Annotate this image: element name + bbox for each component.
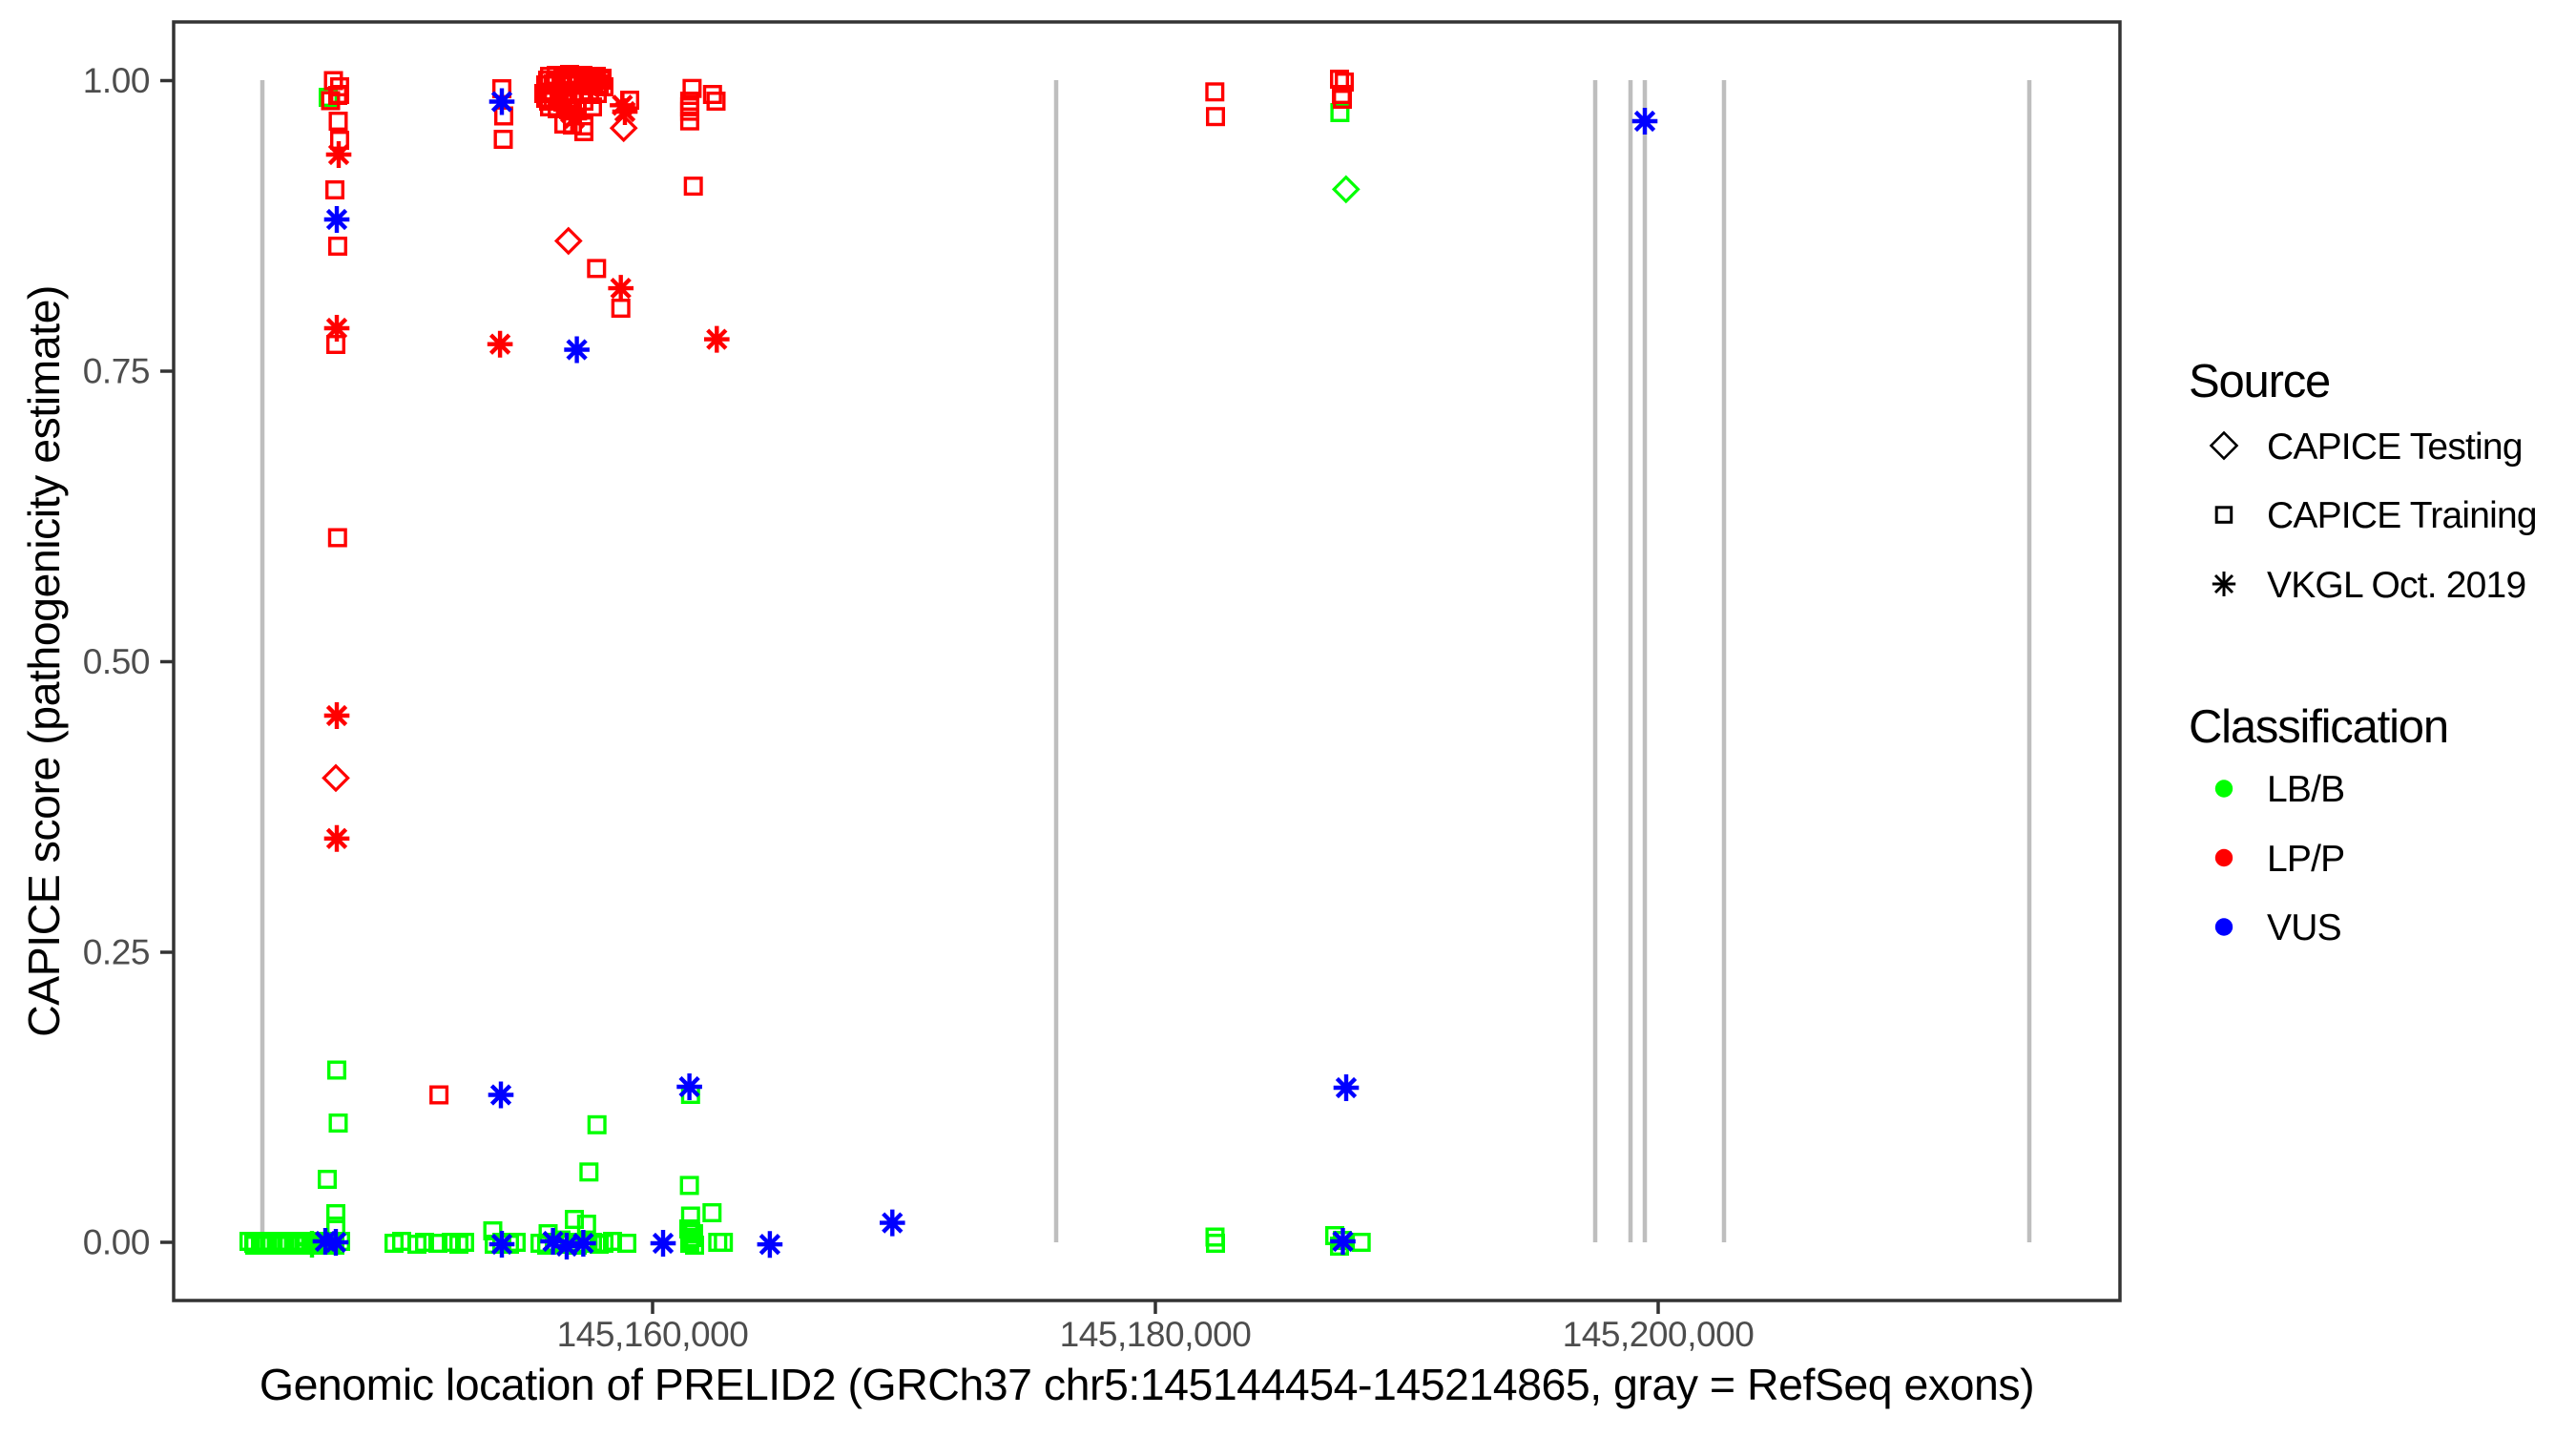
svg-text:145,160,000: 145,160,000 (557, 1315, 749, 1354)
svg-text:Source: Source (2189, 356, 2330, 407)
svg-text:VKGL Oct. 2019: VKGL Oct. 2019 (2267, 565, 2525, 606)
svg-text:0.25: 0.25 (83, 933, 150, 972)
svg-text:145,200,000: 145,200,000 (1563, 1315, 1755, 1354)
svg-text:Genomic location of PRELID2 (G: Genomic location of PRELID2 (GRCh37 chr5… (260, 1360, 2034, 1409)
svg-text:LP/P: LP/P (2267, 839, 2344, 880)
svg-text:Classification: Classification (2189, 701, 2448, 753)
svg-text:0.75: 0.75 (83, 352, 150, 391)
svg-text:CAPICE Training: CAPICE Training (2267, 495, 2537, 536)
svg-text:0.00: 0.00 (83, 1223, 150, 1262)
svg-text:LB/B: LB/B (2267, 769, 2344, 810)
svg-text:145,180,000: 145,180,000 (1060, 1315, 1252, 1354)
svg-text:CAPICE score (pathogenicity es: CAPICE score (pathogenicity estimate) (19, 285, 69, 1037)
svg-text:CAPICE Testing: CAPICE Testing (2267, 427, 2523, 468)
svg-text:0.50: 0.50 (83, 642, 150, 681)
svg-text:1.00: 1.00 (83, 61, 150, 100)
svg-text:VUS: VUS (2267, 907, 2341, 948)
